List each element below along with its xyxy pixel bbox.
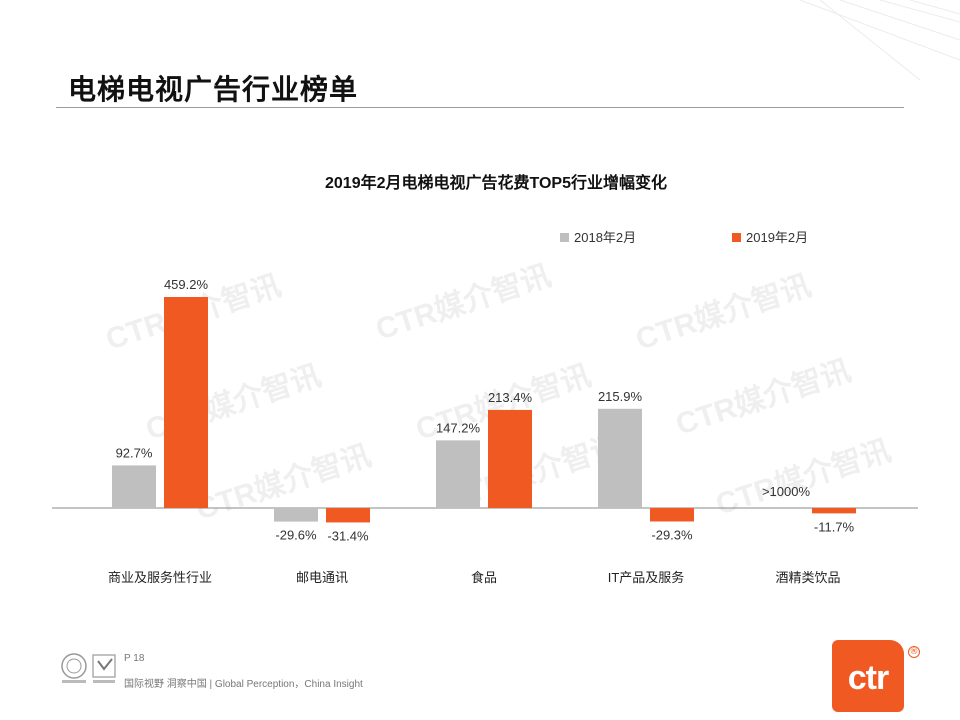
ctr-logo-text: ctr — [847, 658, 889, 697]
chart-title: 2019年2月电梯电视广告花费TOP5行业增幅变化 — [325, 173, 667, 192]
bar-2-4 — [650, 508, 694, 522]
chart-area: CTR媒介智讯 CTR媒介智讯 CTR媒介智讯 CTR媒介智讯 CTR媒介智讯 CTR媒介… — [0, 150, 960, 610]
bar-1-2 — [274, 508, 318, 522]
data-label-1-5: >1000% — [762, 484, 811, 499]
category-label-2: 邮电通讯 — [296, 570, 348, 585]
watermark-text: CTR媒介智讯 — [632, 269, 815, 357]
data-label-1-1: 92.7% — [116, 445, 153, 460]
data-label-1-4: 215.9% — [598, 389, 643, 404]
watermark-text: CTR媒介智讯 — [372, 259, 555, 347]
title-divider — [56, 107, 904, 108]
certification-logos-icon — [61, 653, 116, 683]
legend-swatch-2 — [732, 233, 741, 242]
ctr-logo: ctr — [832, 640, 904, 712]
data-label-2-4: -29.3% — [651, 527, 693, 542]
data-label-1-2: -29.6% — [275, 528, 317, 543]
bar-1-1 — [112, 465, 156, 508]
registered-mark: ® — [908, 646, 920, 658]
data-label-2-3: 213.4% — [488, 390, 533, 405]
bar-2-2 — [326, 508, 370, 523]
bar-2-3 — [488, 409, 532, 508]
page-title: 电梯电视广告行业榜单 — [68, 73, 359, 106]
category-label-1: 商业及服务性行业 — [108, 570, 212, 585]
legend-label-2: 2019年2月 — [746, 230, 808, 245]
data-label-2-1: 459.2% — [164, 277, 209, 292]
bar-1-4 — [598, 408, 642, 508]
bar-2-1 — [164, 297, 208, 508]
category-label-4: IT产品及服务 — [608, 570, 685, 585]
bar-1-3 — [436, 440, 480, 508]
footer-tagline: 国际视野 洞察中国 | Global Perception，China Insi… — [124, 679, 363, 690]
category-label-5: 酒精类饮品 — [775, 570, 840, 585]
watermark-text: CTR媒介智讯 — [672, 354, 855, 442]
data-label-2-5: -11.7% — [814, 519, 855, 534]
bar-2-5 — [812, 508, 856, 514]
data-label-2-2: -31.4% — [327, 528, 369, 543]
watermark-text: CTR媒介智讯 — [712, 434, 895, 522]
corner-decoration — [799, 0, 960, 80]
page-number: P 18 — [124, 653, 145, 664]
data-label-1-3: 147.2% — [436, 420, 481, 435]
legend-label-1: 2018年2月 — [574, 230, 636, 245]
legend-swatch-1 — [560, 233, 569, 242]
category-label-3: 食品 — [471, 570, 497, 585]
